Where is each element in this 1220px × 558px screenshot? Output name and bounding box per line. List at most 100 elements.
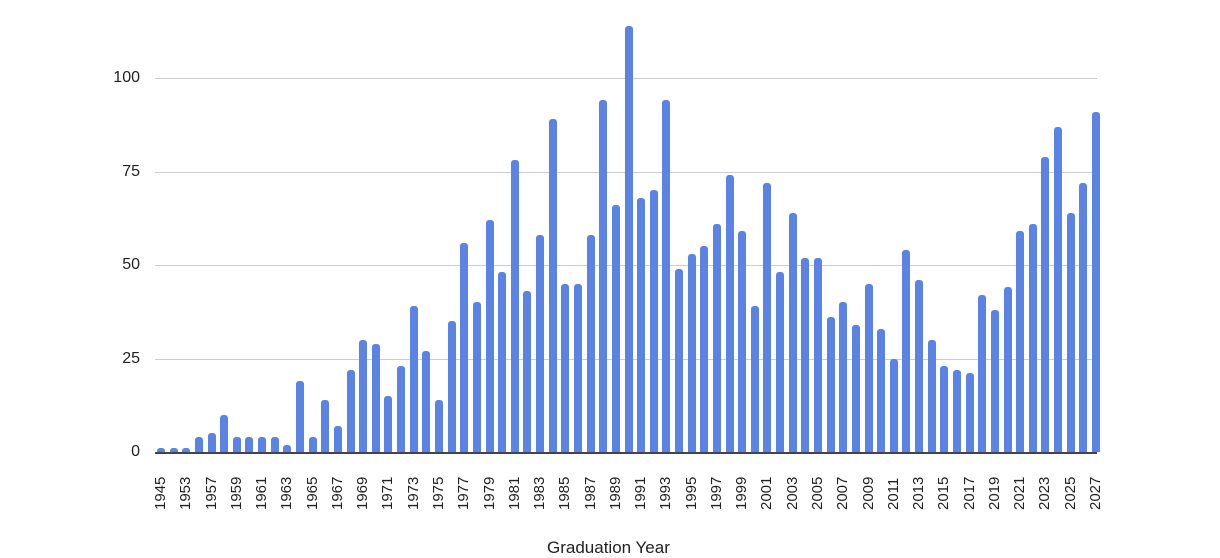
x-tick-label: 2003 — [783, 476, 801, 510]
x-tick-label: 2009 — [859, 476, 877, 510]
x-tick-label: 1979 — [480, 476, 498, 510]
bar-1995 — [687, 253, 696, 452]
bar-1983 — [536, 235, 545, 452]
bar-1974 — [422, 351, 431, 452]
bar-1984 — [548, 119, 557, 452]
bar-1957 — [207, 433, 216, 452]
x-tick-label: 1993 — [657, 476, 675, 510]
bar-1961 — [258, 437, 267, 452]
x-tick-label: 1959 — [227, 476, 245, 510]
x-tick-label: 1995 — [682, 476, 700, 510]
x-tick-label: 1977 — [455, 476, 473, 510]
bar-2018 — [978, 294, 987, 452]
bar-1986 — [573, 283, 582, 452]
y-tick-label: 25 — [122, 349, 140, 367]
x-tick-label: 1981 — [505, 476, 523, 510]
x-tick-label: 1997 — [707, 476, 725, 510]
x-tick-label: 1973 — [404, 476, 422, 510]
bar-2005 — [814, 257, 823, 452]
bar-1996 — [700, 246, 709, 452]
bar-2003 — [788, 212, 797, 452]
x-tick-label: 1971 — [379, 476, 397, 510]
bar-1950 — [169, 448, 178, 452]
bar-1965 — [308, 437, 317, 452]
bar-2001 — [763, 182, 772, 452]
x-tick-label: 1965 — [303, 476, 321, 510]
bar-2026 — [1079, 182, 1088, 452]
bar-1964 — [295, 380, 304, 452]
bar-1969 — [359, 339, 368, 452]
bar-1958 — [220, 414, 229, 452]
x-tick-label: 2001 — [758, 476, 776, 510]
bar-1978 — [472, 302, 481, 452]
bar-1972 — [397, 365, 406, 452]
bar-1990 — [624, 25, 633, 452]
bar-2013 — [915, 279, 924, 452]
bar-1955 — [194, 437, 203, 452]
bar-1968 — [346, 369, 355, 452]
x-tick-label: 2019 — [985, 476, 1003, 510]
x-tick-label: 1991 — [632, 476, 650, 510]
bar-1977 — [460, 242, 469, 452]
x-tick-label: 2007 — [834, 476, 852, 510]
x-tick-label: 2015 — [935, 476, 953, 510]
bar-1982 — [523, 291, 532, 452]
x-tick-label: 2027 — [1087, 476, 1104, 510]
x-tick-label: 2025 — [1061, 476, 1079, 510]
bar-1992 — [649, 190, 658, 452]
bar-2023 — [1041, 156, 1050, 452]
bar-1988 — [599, 100, 608, 452]
bar-2021 — [1016, 231, 1025, 452]
x-axis-line — [155, 452, 1097, 454]
bar-1994 — [675, 268, 684, 452]
bar-2019 — [990, 309, 999, 452]
bar-2025 — [1066, 212, 1075, 452]
x-tick-label: 1985 — [556, 476, 574, 510]
bar-1959 — [232, 437, 241, 452]
x-tick-label: 1983 — [531, 476, 549, 510]
bar-2027 — [1092, 111, 1100, 452]
bar-1998 — [725, 175, 734, 452]
bar-2015 — [940, 365, 949, 452]
bar-2024 — [1054, 126, 1063, 452]
bar-1976 — [447, 321, 456, 452]
bar-1973 — [409, 306, 418, 452]
bar-1981 — [510, 160, 519, 452]
bar-1999 — [738, 231, 747, 452]
bar-2011 — [889, 358, 898, 452]
bar-1993 — [662, 100, 671, 452]
bar-2002 — [776, 272, 785, 452]
bar-2012 — [902, 250, 911, 452]
bar-1970 — [371, 343, 380, 452]
bar-1960 — [245, 437, 254, 452]
y-tick-label: 0 — [131, 443, 140, 460]
bar-1945 — [157, 448, 165, 452]
bar-1989 — [611, 205, 620, 452]
x-tick-label: 2005 — [809, 476, 827, 510]
bar-2004 — [801, 257, 810, 452]
bar-2010 — [877, 328, 886, 452]
bar-1987 — [586, 235, 595, 452]
x-tick-label: 1969 — [354, 476, 372, 510]
bar-1979 — [485, 220, 494, 452]
bar-1980 — [498, 272, 507, 452]
bar-2009 — [864, 283, 873, 452]
bar-1985 — [561, 283, 570, 452]
x-tick-label: 1957 — [202, 476, 220, 510]
bar-1962 — [270, 437, 279, 452]
x-tick-label: 1989 — [606, 476, 624, 510]
x-tick-label: 1945 — [152, 476, 169, 510]
x-tick-label: 2023 — [1036, 476, 1054, 510]
bar-2017 — [965, 373, 974, 452]
y-tick-label: 75 — [122, 162, 140, 180]
x-tick-label: 1999 — [733, 476, 751, 510]
x-axis-title: Graduation Year — [547, 538, 670, 557]
bar-1975 — [434, 399, 443, 452]
x-tick-label: 1975 — [429, 476, 447, 510]
x-tick-label: 1987 — [581, 476, 599, 510]
y-tick-label: 100 — [113, 69, 140, 86]
x-tick-label: 1967 — [328, 476, 346, 510]
x-tick-label: 1953 — [177, 476, 195, 510]
bar-1967 — [333, 425, 342, 452]
